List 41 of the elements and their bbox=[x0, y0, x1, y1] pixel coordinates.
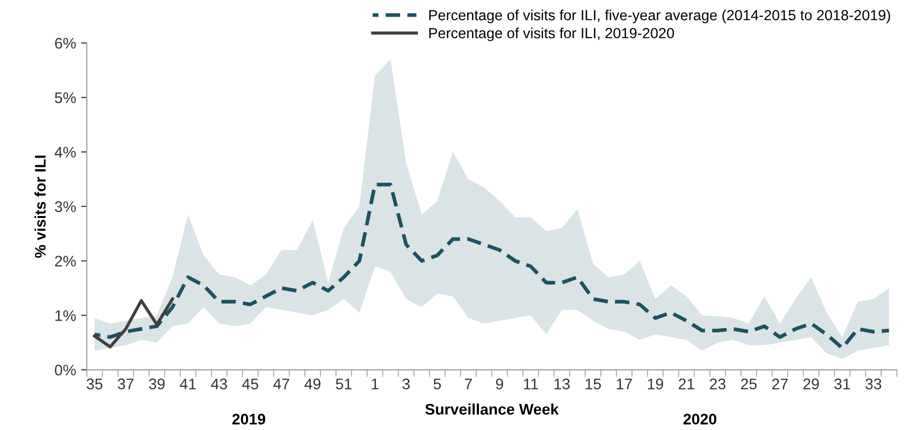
x-tick-label: 15 bbox=[586, 378, 601, 390]
x-tick-label: 19 bbox=[648, 378, 664, 390]
y-tick-label: 5% bbox=[54, 92, 76, 104]
x-tick-label: 7 bbox=[464, 378, 472, 390]
x-tick-label: 47 bbox=[273, 378, 290, 390]
x-tick-label: 11 bbox=[524, 378, 538, 390]
y-tick-label: 6% bbox=[55, 38, 76, 49]
x-tick-label: 29 bbox=[803, 378, 819, 390]
x-tick-label: 37 bbox=[118, 378, 134, 390]
y-tick-label: 1% bbox=[55, 310, 76, 321]
x-tick-label: 31 bbox=[834, 378, 850, 390]
x-tick-label: 27 bbox=[772, 378, 788, 390]
y-tick-label: 3% bbox=[54, 201, 76, 212]
y-tick-label: 0% bbox=[54, 364, 76, 376]
x-tick-label: 51 bbox=[336, 378, 352, 390]
x-axis-title: Surveillance Week bbox=[425, 403, 559, 415]
legend-label: Percentage of visits for ILI, 2019-2020 bbox=[429, 28, 674, 42]
y-tick-label: 4% bbox=[54, 146, 76, 158]
text: 2020 bbox=[683, 414, 716, 425]
x-tick-label: 9 bbox=[496, 378, 504, 390]
y-axis-title: % visits for ILI bbox=[34, 156, 46, 258]
x-tick-label: 5 bbox=[434, 378, 441, 390]
x-tick-label: 17 bbox=[616, 378, 632, 390]
x-tick-label: 45 bbox=[242, 378, 258, 390]
x-tick-label: 41 bbox=[180, 378, 196, 390]
x-tick-label: 49 bbox=[304, 378, 320, 390]
x-tick-label: 21 bbox=[678, 378, 694, 390]
x-tick-label: 35 bbox=[86, 378, 102, 390]
text: 2019 bbox=[232, 414, 266, 425]
x-tick-label: 1 bbox=[372, 378, 378, 390]
x-tick-label: 3 bbox=[402, 378, 410, 390]
y-tick-label: 2% bbox=[55, 256, 76, 266]
line-series bbox=[92, 182, 891, 350]
x-tick-label: 13 bbox=[554, 378, 570, 390]
x-tick-label: 33 bbox=[865, 378, 882, 390]
x-tick-label: 25 bbox=[741, 378, 757, 390]
legend-label: Percentage of visits for ILI, five-year average (2014-2015 to 2018-2019) bbox=[429, 10, 890, 24]
x-tick-label: 23 bbox=[710, 378, 726, 390]
x-tick-label: 39 bbox=[148, 378, 165, 390]
line-series bbox=[93, 297, 174, 348]
x-tick-label: 43 bbox=[211, 378, 228, 390]
